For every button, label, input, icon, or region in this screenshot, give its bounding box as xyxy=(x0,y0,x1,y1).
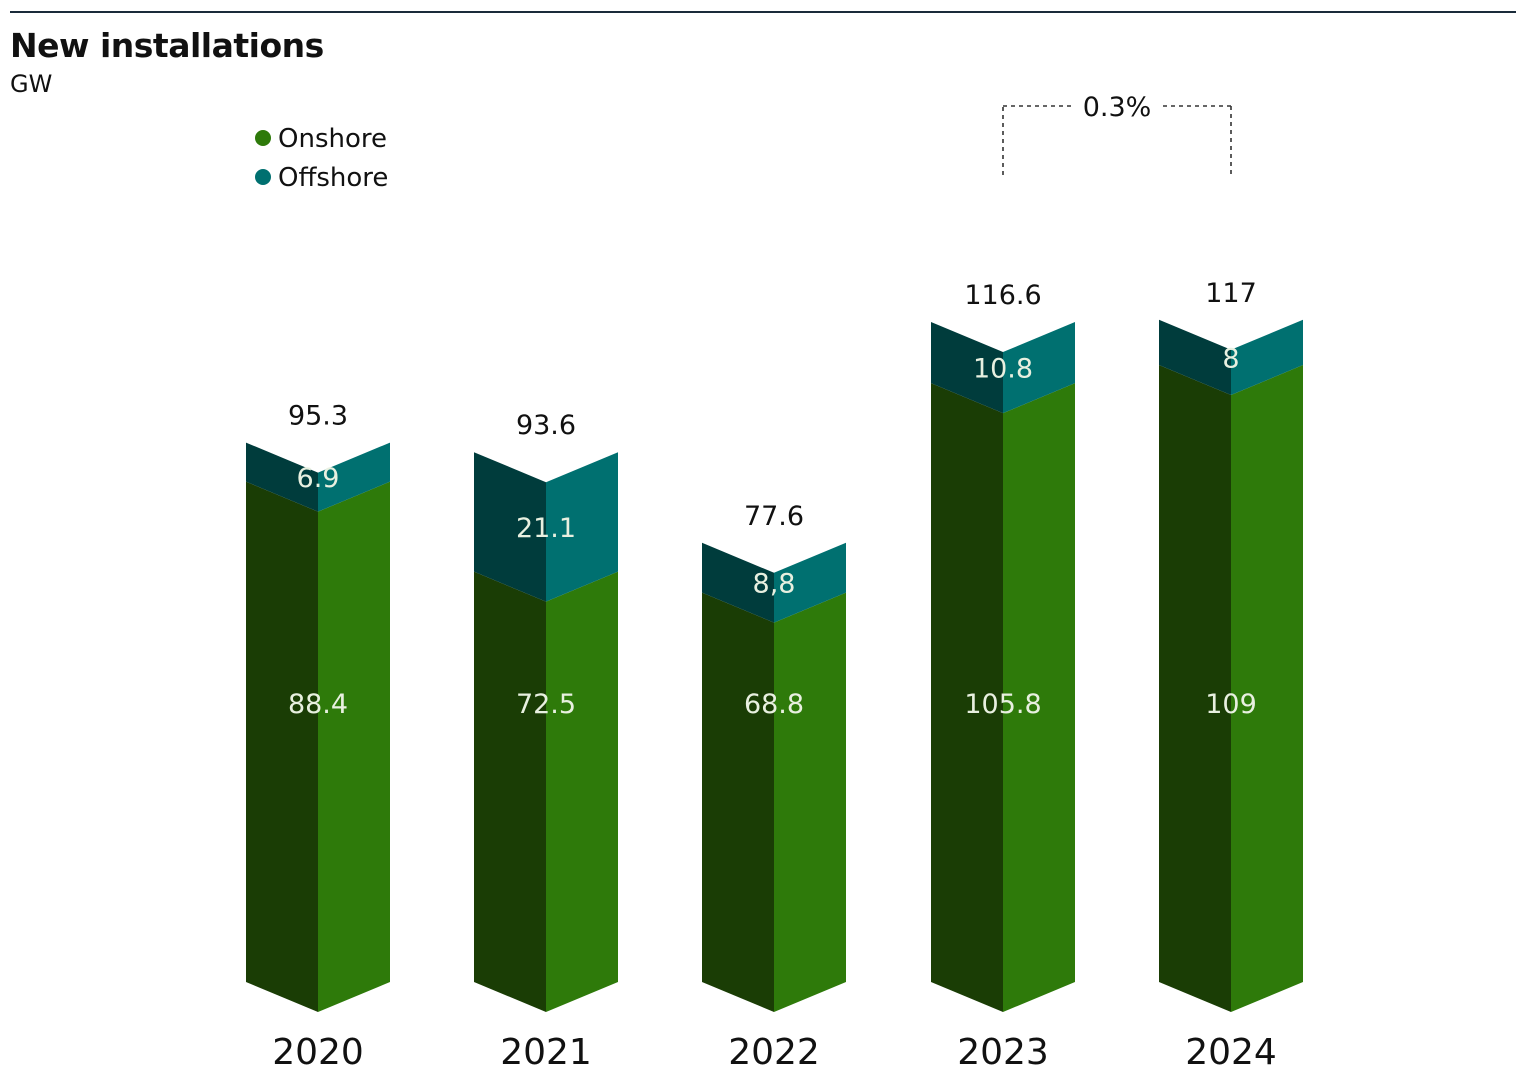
legend-label-offshore: Offshore xyxy=(278,163,388,193)
total-value-label: 93.6 xyxy=(516,410,576,441)
offshore-bar-left-2022 xyxy=(702,542,774,623)
offshore-value-label: 21.1 xyxy=(516,513,576,544)
chart-title: New installations xyxy=(10,26,324,65)
onshore-bar-left-2024 xyxy=(1159,365,1231,1012)
year-tick-label: 2021 xyxy=(500,1032,592,1073)
onshore-bar-right-2022 xyxy=(774,592,846,1012)
bars xyxy=(246,319,1303,1012)
offshore-bar-left-2024 xyxy=(1159,319,1231,396)
offshore-bar-right-2020 xyxy=(318,442,390,512)
onshore-value-label: 72.5 xyxy=(516,689,576,720)
offshore-bar-left-2020 xyxy=(246,442,318,512)
offshore-value-label: 8 xyxy=(1222,343,1239,374)
onshore-bar-left-2023 xyxy=(931,383,1003,1012)
total-value-label: 77.6 xyxy=(744,501,804,532)
onshore-bar-left-2022 xyxy=(702,592,774,1012)
offshore-bar-right-2023 xyxy=(1003,322,1075,414)
top-rule xyxy=(10,11,1516,13)
growth-percent-label: 0.3% xyxy=(1083,92,1152,123)
onshore-bar-right-2023 xyxy=(1003,383,1075,1012)
onshore-value-label: 68.8 xyxy=(744,689,804,720)
total-value-label: 95.3 xyxy=(288,401,348,432)
onshore-bar-left-2020 xyxy=(246,481,318,1012)
growth-annotation: 0.3% xyxy=(1002,92,1232,175)
offshore-value-label: 10.8 xyxy=(973,354,1033,385)
offshore-bar-right-2024 xyxy=(1231,319,1303,396)
legend-marker-offshore xyxy=(255,169,271,185)
offshore-value-label: 6.9 xyxy=(297,463,340,494)
year-tick-label: 2020 xyxy=(272,1032,364,1073)
legend-label-onshore: Onshore xyxy=(278,124,387,154)
legend-marker-onshore xyxy=(255,130,271,146)
chart-unit: GW xyxy=(10,70,53,98)
year-tick-label: 2024 xyxy=(1185,1032,1277,1073)
total-value-label: 117 xyxy=(1205,278,1257,309)
offshore-value-label: 8,8 xyxy=(753,569,796,600)
offshore-bar-left-2023 xyxy=(931,322,1003,414)
onshore-bar-right-2021 xyxy=(546,571,618,1012)
offshore-bar-right-2021 xyxy=(546,452,618,602)
onshore-bar-right-2020 xyxy=(318,481,390,1012)
onshore-value-label: 105.8 xyxy=(964,689,1041,720)
onshore-bar-right-2024 xyxy=(1231,365,1303,1012)
year-tick-label: 2022 xyxy=(728,1032,820,1073)
onshore-value-label: 88.4 xyxy=(288,689,348,720)
year-tick-label: 2023 xyxy=(957,1032,1049,1073)
onshore-value-label: 109 xyxy=(1205,689,1257,720)
legend: Onshore Offshore xyxy=(255,124,388,193)
offshore-bar-left-2021 xyxy=(474,452,546,602)
labels: 88.4 6.9 95.3 2020 72.5 21.1 93.6 2021 68.8 8,8 77… xyxy=(272,278,1277,1073)
onshore-bar-left-2021 xyxy=(474,571,546,1012)
total-value-label: 116.6 xyxy=(964,280,1041,311)
offshore-bar-right-2022 xyxy=(774,542,846,623)
